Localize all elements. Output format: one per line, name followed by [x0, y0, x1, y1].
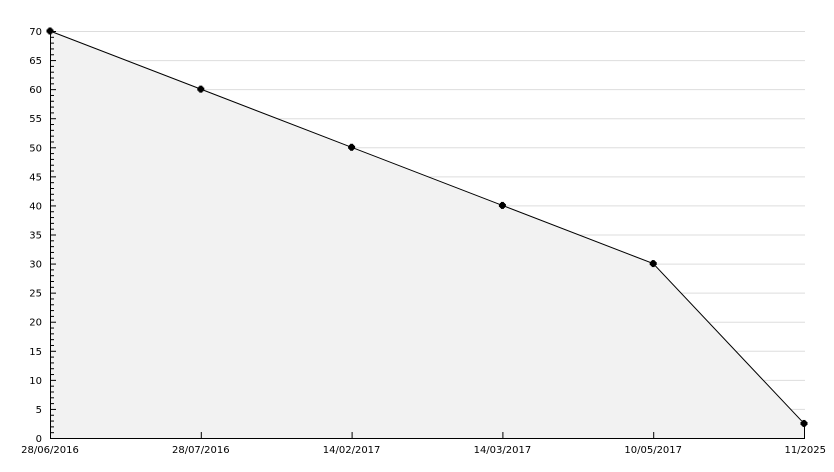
y-tick-label: 15 [29, 347, 42, 358]
y-tick-label: 70 [29, 27, 42, 38]
y-tick-label: 35 [29, 231, 42, 242]
y-tick-label: 55 [29, 114, 42, 125]
y-tick-label: 60 [29, 85, 42, 96]
y-tick-label: 5 [36, 405, 42, 416]
y-tick-label: 50 [29, 143, 42, 154]
y-tick-label: 0 [36, 434, 42, 445]
area-fill [50, 31, 804, 438]
x-tick-label: 10/05/2017 [624, 445, 682, 456]
data-point-cross [199, 85, 203, 93]
y-tick-label: 20 [29, 318, 42, 329]
y-tick-label: 30 [29, 260, 42, 271]
y-tick-label: 45 [29, 172, 42, 183]
x-tick-label: 28/07/2016 [172, 445, 230, 456]
x-tick-label: 14/03/2017 [474, 445, 532, 456]
y-tick-label: 10 [29, 376, 42, 387]
series-line [49, 30, 805, 424]
y-tick-label: 25 [29, 289, 42, 300]
data-point-cross [350, 143, 354, 151]
x-tick-label: 11/2025 [784, 445, 826, 456]
data-point-cross [500, 201, 504, 209]
y-tick-label: 40 [29, 201, 42, 212]
y-tick-label: 65 [29, 56, 42, 67]
x-tick-label: 28/06/2016 [21, 445, 79, 456]
data-point-cross [802, 419, 806, 427]
data-point-cross [48, 27, 52, 35]
data-point-cross [651, 260, 655, 268]
x-tick-label: 14/02/2017 [323, 445, 381, 456]
